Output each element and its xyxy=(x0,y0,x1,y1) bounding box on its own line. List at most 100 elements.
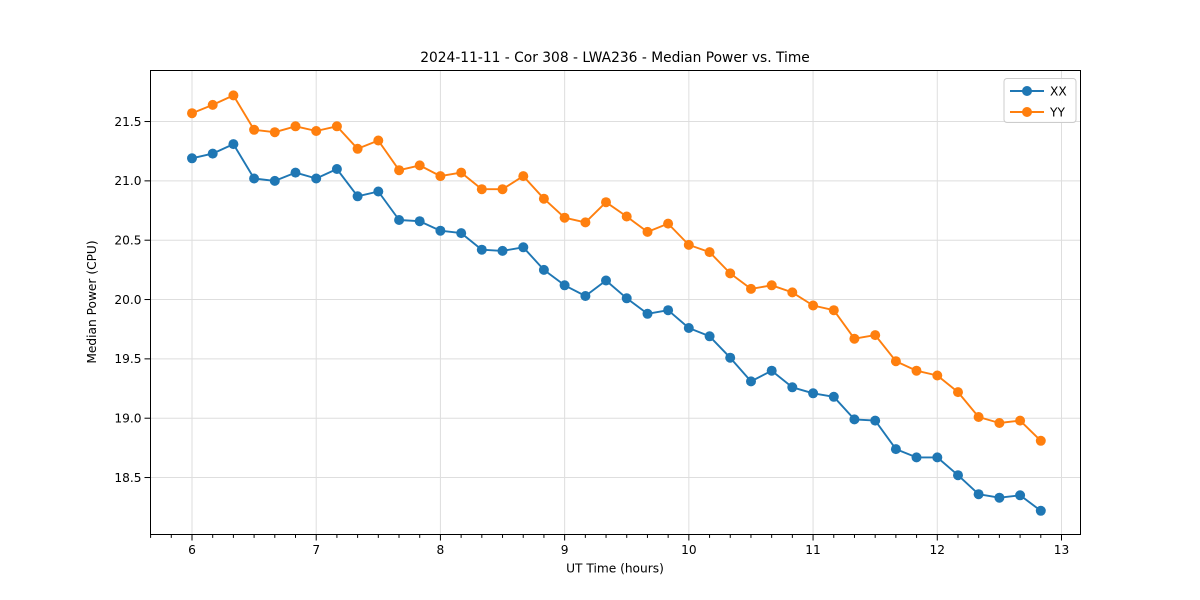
x-tick-label: 13 xyxy=(1054,543,1070,557)
series-XX-marker xyxy=(642,308,653,319)
series-XX-marker xyxy=(352,191,363,202)
series-YY-marker xyxy=(601,197,611,208)
series-XX-marker xyxy=(828,391,839,402)
y-tick-label: 19.5 xyxy=(114,352,141,366)
series-XX-marker xyxy=(953,470,963,481)
legend-item-YY: YY xyxy=(1010,105,1065,119)
y-tick-label: 20.5 xyxy=(114,233,141,247)
chart-title: 2024-11-11 - Cor 308 - LWA236 - Median P… xyxy=(420,50,810,66)
y-tick-label: 19.0 xyxy=(114,412,141,426)
series-YY-marker xyxy=(228,90,239,101)
series-XX-marker xyxy=(476,244,487,255)
series-XX-marker xyxy=(249,173,260,184)
series-YY-marker xyxy=(953,387,963,398)
series-YY-marker xyxy=(435,171,446,182)
series-XX-marker xyxy=(870,415,881,426)
x-tick-label: 9 xyxy=(561,543,569,557)
series-YY-marker xyxy=(890,356,901,367)
series-YY-marker xyxy=(207,99,218,110)
series-YY-marker xyxy=(849,333,860,344)
series-YY xyxy=(187,90,1046,446)
series-YY-marker xyxy=(456,167,467,178)
series-YY-marker xyxy=(269,127,280,138)
series-XX-marker xyxy=(911,452,922,463)
series-XX-marker xyxy=(932,452,943,463)
series-XX-marker xyxy=(497,245,508,256)
y-tick-label: 20.0 xyxy=(114,293,141,307)
x-axis-label: UT Time (hours) xyxy=(566,562,664,576)
series-YY-marker xyxy=(704,247,715,258)
series-XX-marker xyxy=(994,492,1005,503)
series-YY-marker xyxy=(476,184,487,195)
x-tick-label: 10 xyxy=(681,543,697,557)
series-XX-marker xyxy=(187,153,197,164)
series-YY-marker xyxy=(994,418,1005,428)
series-YY-marker xyxy=(870,330,881,341)
x-tick-label: 7 xyxy=(312,543,320,557)
series-XX-marker xyxy=(228,139,239,150)
plot-area: 6 7 8 9 10 11 12 13 18.5 19.0 19.5 20.0 20.5 21.0 21.5… xyxy=(114,70,1081,557)
series-YY-line xyxy=(191,94,1042,442)
series-XX-marker xyxy=(435,225,446,236)
y-tick-label: 21.0 xyxy=(114,174,141,188)
series-XX-marker xyxy=(787,382,798,393)
x-tick-label: 11 xyxy=(805,543,821,557)
series-XX-marker xyxy=(663,305,674,316)
series-XX-marker xyxy=(394,215,405,225)
series-YY-marker xyxy=(290,121,301,132)
plot-border xyxy=(150,70,1081,535)
legend: XX YY xyxy=(1003,78,1077,123)
series-YY-marker xyxy=(373,135,384,146)
series-XX-marker xyxy=(746,376,756,387)
series-XX-marker xyxy=(808,388,819,399)
legend-marker-icon xyxy=(1022,107,1032,117)
series-YY-marker xyxy=(311,126,322,136)
series-YY-marker xyxy=(394,165,405,176)
series-YY-marker xyxy=(932,370,943,381)
series-XX-marker xyxy=(683,323,694,333)
series-YY-marker xyxy=(642,226,653,237)
series-XX-marker xyxy=(414,216,425,227)
series-XX-marker xyxy=(269,175,280,186)
series-YY-marker xyxy=(683,239,694,250)
series-XX-marker xyxy=(518,242,529,253)
series-XX-marker xyxy=(890,444,901,455)
series-XX-marker xyxy=(207,148,218,159)
series-XX-marker xyxy=(849,414,860,425)
series-YY-marker xyxy=(559,212,570,223)
series-XX-marker xyxy=(621,293,632,304)
series-YY-marker xyxy=(746,283,756,294)
series-YY-marker xyxy=(187,108,197,119)
tick-labels: 6 7 8 9 10 11 12 13 18.5 19.0 19.5 20.0 20.5 21.0 21.5 xyxy=(114,115,1069,557)
series-YY-marker xyxy=(828,305,839,316)
series-XX-marker xyxy=(766,365,777,376)
series-XX-marker xyxy=(580,291,591,301)
series-XX-marker xyxy=(973,489,984,500)
series-YY-marker xyxy=(787,287,798,298)
series-YY-marker xyxy=(249,124,260,135)
series-YY-marker xyxy=(414,160,425,171)
x-tick-label: 8 xyxy=(437,543,445,557)
series-XX-marker xyxy=(538,264,549,275)
legend-item-XX: XX xyxy=(1010,84,1067,98)
x-tick-label: 6 xyxy=(188,543,196,557)
series-YY-marker xyxy=(580,217,591,228)
series-XX-marker xyxy=(331,164,342,174)
series-XX-marker xyxy=(311,173,322,184)
series-YY-marker xyxy=(1015,415,1026,426)
series-YY-marker xyxy=(1035,435,1046,446)
series-YY-marker xyxy=(621,211,632,222)
series-YY-marker xyxy=(352,143,363,154)
series-YY-marker xyxy=(973,412,984,422)
axis-ticks xyxy=(144,121,1062,541)
series-XX-marker xyxy=(1015,490,1026,501)
y-tick-label: 18.5 xyxy=(114,471,141,485)
legend-label: YY xyxy=(1049,105,1065,119)
series-XX-marker xyxy=(559,280,570,291)
series-XX-marker xyxy=(601,275,611,286)
series-YY-marker xyxy=(911,365,922,376)
series-XX-marker xyxy=(290,167,301,178)
x-tick-label: 12 xyxy=(930,543,946,557)
